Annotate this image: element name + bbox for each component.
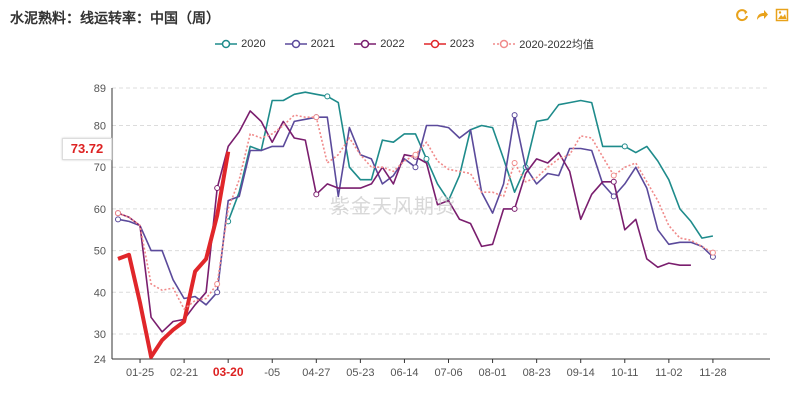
legend-label-2020: 2020 [241, 38, 266, 50]
legend-item-2021[interactable]: 2021 [284, 38, 336, 50]
current-value-badge: 73.72 [62, 138, 112, 160]
series-point-2021 [214, 289, 221, 296]
series-point-2022 [511, 205, 518, 212]
legend-marker-avg [493, 39, 516, 49]
y-tick-label: 60 [94, 204, 106, 216]
legend-marker-2020 [215, 39, 238, 49]
series-point-2022 [610, 178, 617, 185]
series-point-2020 [423, 155, 430, 162]
grid-lines [112, 87, 770, 335]
y-tick-label: 89 [94, 83, 106, 95]
y-tick-label: 40 [94, 287, 106, 299]
legend-item-avg[interactable]: 2020-2022均值 [493, 36, 594, 52]
legend-label-avg: 2020-2022均值 [519, 39, 594, 51]
share-icon[interactable] [755, 8, 769, 22]
legend-label-2023: 2023 [449, 38, 475, 50]
series-point-avg [115, 210, 121, 217]
y-tick-label: 50 [94, 246, 106, 258]
legend-label-2022: 2022 [380, 38, 405, 50]
x-tick-label: 02-21 [170, 367, 198, 379]
tick-labels: 24 30 40 50 60 70 80 89 01-25 02-21 03-20 -05 04-27 0… [94, 83, 727, 379]
series-point-2021 [511, 112, 518, 119]
series-line-2022[interactable] [117, 110, 691, 333]
series-lines [115, 91, 716, 359]
y-tick-label: 70 [94, 162, 106, 174]
y-tick-label: 30 [94, 329, 106, 341]
x-tick-label: 11-28 [699, 367, 726, 379]
series-line-2023[interactable] [117, 151, 231, 359]
chart-legend: 2020 2021 2022 2023 2020-2022均值 [0, 36, 809, 52]
x-tick-label: 10-11 [611, 367, 638, 379]
series-point-avg [214, 280, 221, 287]
series-point-avg [709, 249, 716, 256]
x-tick-label: 07-06 [434, 367, 462, 379]
x-tick-label: 06-14 [390, 367, 418, 379]
y-tick-label: 80 [94, 121, 106, 133]
x-tick-label: 01-25 [126, 367, 154, 379]
x-tick-label: -05 [264, 367, 280, 379]
series-point-2021 [610, 193, 617, 200]
watermark: 紫金天风期货 [330, 194, 456, 218]
save-image-icon[interactable] [775, 8, 789, 22]
x-tick-label: 08-23 [523, 367, 551, 379]
x-tick-label: 05-23 [346, 367, 374, 379]
series-point-avg [511, 160, 518, 167]
series-point-2022 [313, 191, 320, 198]
legend-label-2021: 2021 [310, 38, 336, 50]
legend-marker-2021 [284, 39, 307, 49]
chart-title: 水泥熟料：线运转率：中国（周） [10, 11, 220, 27]
x-tick-label: 09-14 [567, 367, 595, 379]
legend-item-2020[interactable]: 2020 [215, 38, 266, 50]
x-tick-label: 04-27 [302, 367, 330, 379]
legend-item-2023[interactable]: 2023 [423, 38, 475, 50]
legend-marker-2023 [423, 39, 446, 49]
series-line-2020[interactable] [227, 91, 714, 239]
series-point-avg [313, 114, 320, 121]
series-point-2022 [214, 185, 221, 192]
x-tick-label: 11-02 [655, 367, 682, 379]
x-tick-label-highlight: 03-20 [213, 365, 244, 379]
y-tick-label: 24 [94, 354, 106, 366]
chart-toolbox [735, 8, 789, 22]
series-point-2020 [324, 93, 331, 100]
x-tick-label: 08-01 [479, 367, 507, 379]
series-point-2020 [621, 143, 628, 150]
axes [111, 88, 770, 363]
series-point-avg [412, 151, 419, 158]
refresh-icon[interactable] [735, 8, 749, 22]
series-point-avg [610, 172, 617, 179]
legend-marker-2022 [354, 39, 377, 49]
series-point-2021 [115, 216, 121, 223]
legend-item-2022[interactable]: 2022 [354, 38, 405, 50]
series-point-2021 [412, 164, 419, 171]
